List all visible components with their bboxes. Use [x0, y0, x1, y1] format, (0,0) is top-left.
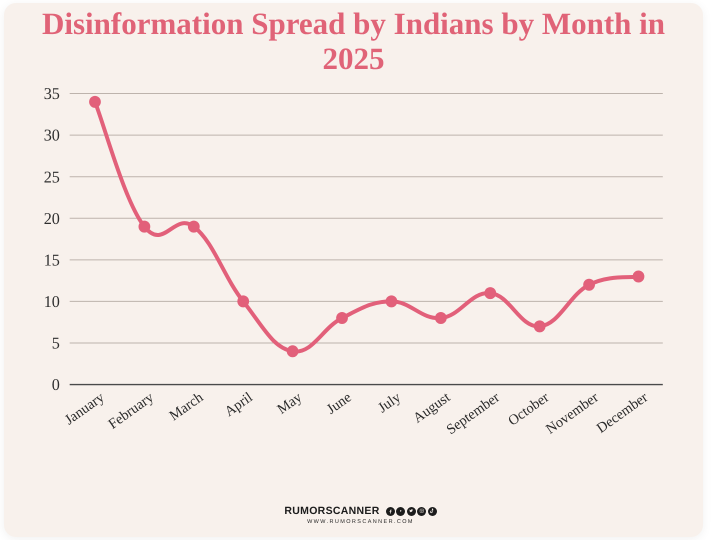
svg-text:15: 15 — [44, 251, 60, 270]
svg-text:5: 5 — [52, 334, 60, 353]
svg-text:May: May — [275, 389, 306, 418]
svg-text:July: July — [375, 389, 404, 416]
svg-text:December: December — [594, 390, 651, 437]
svg-text:25: 25 — [44, 168, 60, 187]
svg-text:November: November — [543, 390, 601, 438]
svg-text:February: February — [106, 389, 158, 433]
svg-text:30: 30 — [44, 126, 60, 145]
svg-text:August: August — [411, 390, 454, 427]
svg-text:June: June — [324, 390, 354, 418]
svg-text:September: September — [444, 390, 503, 439]
svg-text:0: 0 — [52, 376, 60, 395]
svg-text:10: 10 — [44, 292, 60, 311]
svg-text:April: April — [222, 390, 256, 421]
svg-text:January: January — [62, 389, 108, 428]
svg-text:20: 20 — [44, 209, 60, 228]
svg-text:35: 35 — [44, 85, 60, 104]
svg-text:March: March — [167, 389, 207, 424]
